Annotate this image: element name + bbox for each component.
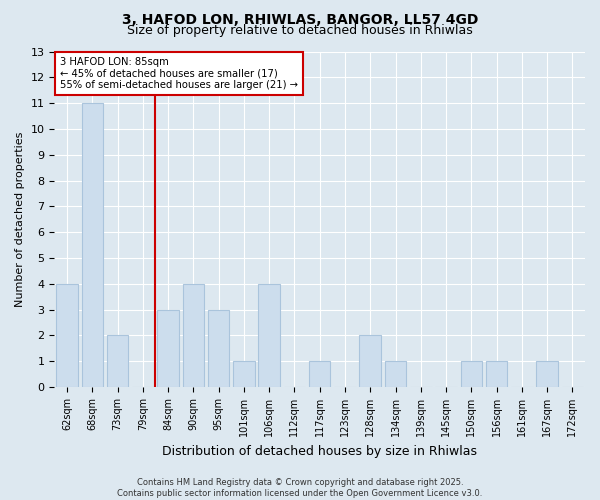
Bar	[259, 284, 280, 387]
Bar	[309, 362, 331, 387]
Bar	[56, 284, 78, 387]
Bar	[359, 336, 381, 387]
Text: 3 HAFOD LON: 85sqm
← 45% of detached houses are smaller (17)
55% of semi-detache: 3 HAFOD LON: 85sqm ← 45% of detached hou…	[60, 56, 298, 90]
Bar	[182, 284, 204, 387]
Bar	[385, 362, 406, 387]
Bar	[157, 310, 179, 387]
Bar	[486, 362, 508, 387]
Text: Size of property relative to detached houses in Rhiwlas: Size of property relative to detached ho…	[127, 24, 473, 37]
Bar	[82, 103, 103, 387]
Bar	[208, 310, 229, 387]
Text: 3, HAFOD LON, RHIWLAS, BANGOR, LL57 4GD: 3, HAFOD LON, RHIWLAS, BANGOR, LL57 4GD	[122, 12, 478, 26]
Bar	[107, 336, 128, 387]
Bar	[461, 362, 482, 387]
Text: Contains HM Land Registry data © Crown copyright and database right 2025.
Contai: Contains HM Land Registry data © Crown c…	[118, 478, 482, 498]
Y-axis label: Number of detached properties: Number of detached properties	[15, 132, 25, 307]
Bar	[233, 362, 254, 387]
X-axis label: Distribution of detached houses by size in Rhiwlas: Distribution of detached houses by size …	[162, 444, 477, 458]
Bar	[536, 362, 558, 387]
